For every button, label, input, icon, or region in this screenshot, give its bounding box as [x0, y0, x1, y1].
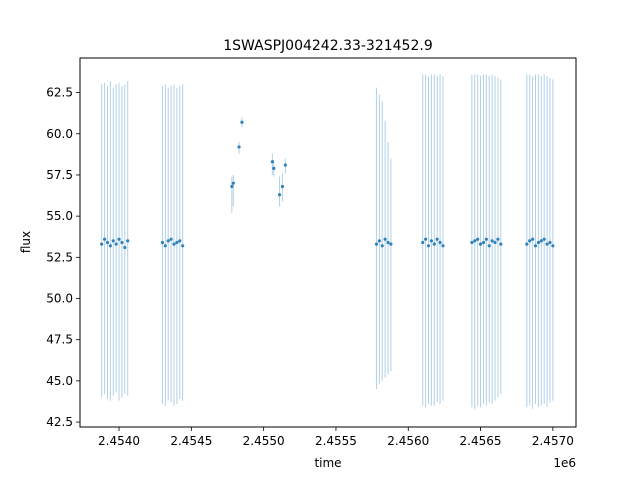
data-point: [490, 239, 494, 243]
data-point: [476, 237, 480, 241]
data-point: [493, 240, 497, 245]
data-point: [163, 244, 167, 248]
data-point: [105, 240, 110, 245]
data-point: [240, 120, 244, 124]
data-point: [470, 240, 474, 245]
data-point: [126, 239, 130, 243]
data-point: [270, 160, 274, 164]
data-point: [551, 244, 555, 248]
data-point: [525, 242, 529, 246]
x-axis-label: time: [314, 456, 341, 470]
data-season-1: [100, 81, 130, 401]
data-season-6: [470, 74, 503, 409]
data-point: [533, 244, 538, 248]
y-tick-label: 57.5: [46, 168, 73, 182]
data-point: [283, 163, 287, 167]
data-point: [496, 237, 500, 241]
data-season-2: [160, 84, 185, 406]
data-point: [120, 240, 124, 245]
plot-frame: [79, 57, 577, 428]
y-tick-label: 45.0: [46, 374, 73, 388]
data-point: [169, 237, 173, 241]
data-point: [429, 239, 433, 243]
data-point: [536, 240, 541, 245]
y-axis: 42.5 45.0 47.5 50.0 52.5 55.0 57.5 60.0 62.5: [46, 86, 80, 429]
x-tick-label: 2.4565: [460, 434, 502, 448]
data-point: [374, 242, 379, 246]
x-axis: 2.4540 2.4545 2.4550 2.4555 2.4560 2.4565 2.45…: [98, 427, 574, 448]
data-point: [231, 181, 235, 185]
data-point: [539, 239, 543, 243]
data-point: [426, 244, 431, 248]
data-point: [280, 184, 285, 189]
data-point: [389, 242, 393, 246]
y-tick-label: 42.5: [46, 415, 73, 429]
data-point: [481, 240, 486, 245]
data-season-4: [374, 87, 393, 390]
data-point: [380, 244, 384, 248]
data-point: [181, 244, 185, 248]
x-tick-label: 2.4570: [532, 434, 574, 448]
data-point: [108, 244, 112, 248]
x-tick-label: 2.4560: [387, 434, 429, 448]
data-point: [111, 239, 115, 243]
data-points-layer: [100, 74, 555, 409]
data-point: [123, 245, 127, 250]
data-point: [175, 240, 179, 245]
y-axis-label: flux: [19, 231, 33, 253]
data-point: [117, 237, 121, 241]
data-point: [438, 240, 442, 245]
data-point: [435, 237, 439, 241]
data-point: [160, 240, 165, 245]
data-point: [478, 242, 483, 246]
data-season-5: [421, 74, 445, 408]
data-point: [272, 166, 276, 170]
data-point: [542, 237, 546, 241]
y-tick-label: 47.5: [46, 333, 73, 347]
data-point: [230, 184, 234, 189]
data-point: [102, 237, 107, 241]
y-tick-label: 50.0: [46, 292, 73, 306]
data-point: [386, 240, 390, 245]
data-point: [377, 239, 381, 243]
data-point: [383, 237, 387, 241]
data-point: [531, 237, 535, 241]
y-tick-label: 62.5: [46, 86, 73, 100]
y-tick-label: 60.0: [46, 127, 73, 141]
chart-title: 1SWASPJ004242.33-321452.9: [223, 38, 432, 54]
data-point: [545, 242, 549, 246]
x-tick-label: 2.4540: [98, 434, 140, 448]
data-season-7: [525, 74, 555, 409]
data-point: [100, 242, 104, 246]
data-point: [441, 244, 445, 248]
x-axis-offset-label: 1e6: [553, 456, 576, 470]
data-point: [424, 237, 428, 241]
x-tick-label: 2.4545: [170, 434, 212, 448]
data-point: [432, 242, 436, 246]
data-point: [484, 237, 488, 241]
x-tick-label: 2.4550: [243, 434, 285, 448]
data-point: [277, 193, 282, 197]
data-point: [178, 239, 182, 243]
data-season-3: [230, 117, 287, 213]
data-point: [421, 240, 425, 245]
data-point: [473, 239, 477, 243]
data-point: [487, 244, 491, 248]
y-tick-label: 55.0: [46, 209, 73, 223]
data-point: [499, 242, 503, 246]
data-point: [548, 240, 552, 245]
data-point: [166, 239, 170, 243]
x-tick-label: 2.4555: [315, 434, 357, 448]
y-tick-label: 52.5: [46, 250, 73, 264]
data-point: [114, 242, 118, 246]
data-point: [172, 242, 176, 246]
data-point: [237, 145, 241, 149]
data-point: [528, 239, 532, 243]
